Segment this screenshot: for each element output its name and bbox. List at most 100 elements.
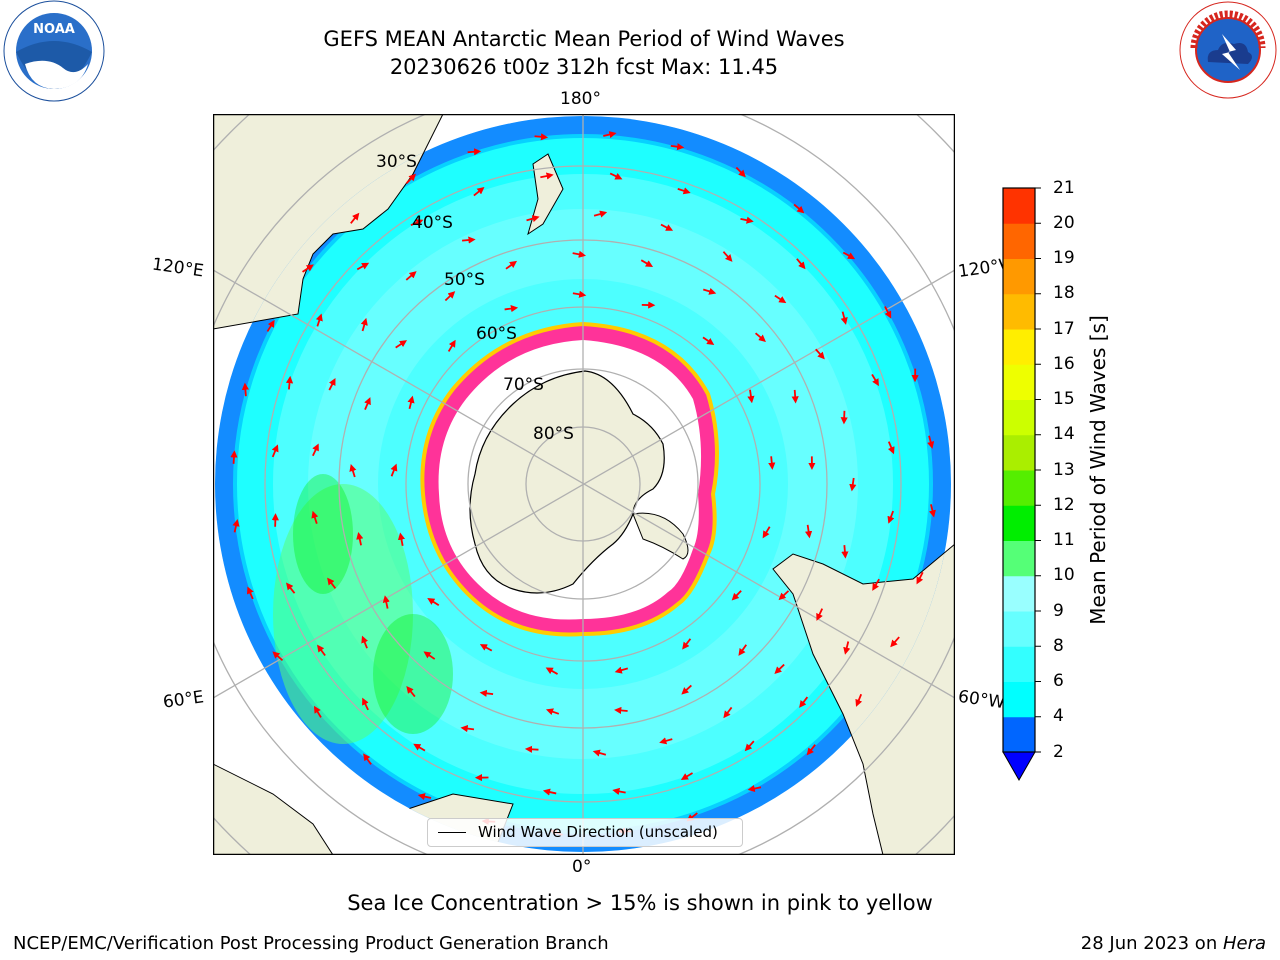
wave-direction-arrow <box>427 598 440 606</box>
wave-direction-arrow <box>406 686 416 698</box>
wave-direction-arrow <box>356 532 364 546</box>
colorbar-tick-label: 18 <box>1053 283 1075 304</box>
wave-direction-arrow <box>793 203 805 214</box>
wave-direction-arrow <box>266 319 275 332</box>
africa-land <box>213 763 334 855</box>
wave-direction-arrow <box>540 172 554 180</box>
wave-direction-arrow <box>285 375 294 390</box>
wave-direction-arrow <box>271 444 279 458</box>
wave-direction-arrow <box>843 641 851 655</box>
wave-direction-arrow <box>640 259 654 267</box>
lon-label-0: 0° <box>572 857 592 877</box>
colorbar-tick-label: 6 <box>1053 671 1064 691</box>
wave-direction-arrow <box>702 287 717 295</box>
wave-direction-arrow <box>731 590 742 601</box>
colorbar-tick-label: 2 <box>1053 741 1064 762</box>
wave-direction-arrow <box>407 395 415 410</box>
wave-direction-arrow <box>680 772 694 781</box>
wave-direction-arrow <box>312 443 319 457</box>
wave-direction-arrow <box>841 545 849 559</box>
wave-direction-arrow <box>315 313 323 327</box>
colorbar-block <box>1003 364 1035 400</box>
wave-direction-arrow <box>887 510 895 524</box>
wave-direction-arrow <box>349 464 357 478</box>
wave-direction-arrow <box>702 336 715 345</box>
colorbar-block <box>1003 223 1035 259</box>
wave-direction-arrow <box>390 463 398 477</box>
footer-machine: Hera <box>1222 933 1266 954</box>
wave-direction-arrow <box>545 708 560 716</box>
wave-direction-arrow <box>816 608 824 621</box>
colorbar-block <box>1003 505 1035 541</box>
new-zealand-land <box>527 153 564 236</box>
wave-direction-arrow <box>791 389 799 404</box>
wave-direction-arrow <box>890 636 900 648</box>
wave-direction-arrow <box>592 749 607 757</box>
lon-label-120e: 120°E <box>150 254 205 282</box>
wave-direction-arrow <box>855 693 863 707</box>
noaa-logo: NOAA <box>3 0 105 102</box>
wave-direction-arrow <box>670 143 685 151</box>
wave-direction-arrow <box>884 306 892 319</box>
wave-direction-arrow <box>505 260 518 270</box>
wave-direction-arrow <box>302 264 314 273</box>
colorbar-block <box>1003 575 1035 612</box>
footer-date: 28 Jun 2023 on Hera <box>1081 933 1266 954</box>
wave-direction-arrow <box>460 725 475 733</box>
map-legend: Wind Wave Direction (unscaled) <box>427 818 743 847</box>
wave-direction-arrow <box>462 236 476 244</box>
lon-label-180: 180° <box>560 89 601 109</box>
wave-direction-arrow <box>738 644 747 656</box>
wave-direction-arrow <box>327 577 337 589</box>
wave-direction-arrow <box>774 294 787 304</box>
colorbar-block <box>1003 716 1035 753</box>
wave-direction-arrow <box>572 290 587 298</box>
lat-label-40s: 40°S <box>412 213 453 233</box>
wave-direction-arrow <box>246 586 254 600</box>
colorbar-block <box>1003 470 1035 506</box>
lat-label-60s: 60°S <box>476 324 517 344</box>
wave-direction-arrow <box>447 339 456 352</box>
wave-direction-arrow <box>410 219 424 226</box>
wave-direction-arrow <box>542 788 557 796</box>
wave-direction-arrow <box>614 706 628 715</box>
wave-direction-arrow <box>479 689 494 697</box>
wave-direction-arrow <box>840 311 848 325</box>
colorbar-tick-label: 15 <box>1053 389 1075 409</box>
colorbar-tick-label: 20 <box>1053 212 1075 233</box>
wave-direction-arrow <box>735 166 746 178</box>
wave-direction-arrow <box>593 210 608 218</box>
colorbar-block <box>1003 611 1035 647</box>
lon-label-60w: 60°W <box>956 686 1007 714</box>
colorbar-tick-label: 14 <box>1053 424 1075 445</box>
antarctica-land <box>469 370 665 594</box>
colorbar-block <box>1003 258 1035 295</box>
wave-direction-arrow <box>682 638 692 650</box>
wave-direction-arrow <box>317 644 326 657</box>
wave-direction-arrow <box>313 705 322 718</box>
wave-direction-arrow <box>467 148 482 156</box>
wave-direction-arrow <box>677 187 691 195</box>
map-subtitle: 20230626 t00z 312h fcst Max: 11.45 <box>389 55 779 79</box>
wave-direction-arrow <box>395 340 408 349</box>
colorbar-block <box>1003 399 1035 436</box>
wave-direction-arrow <box>659 737 673 745</box>
legend-line-sample <box>438 832 466 833</box>
colorbar-block <box>1003 188 1035 224</box>
colorbar-tick-label: 19 <box>1053 248 1075 268</box>
wave-direction-arrow <box>768 456 776 470</box>
wave-direction-arrow <box>815 348 825 360</box>
wave-direction-arrow <box>364 397 371 410</box>
lat-label-70s: 70°S <box>503 375 544 395</box>
wave-direction-arrow <box>723 706 733 719</box>
lat-label-50s: 50°S <box>444 270 485 290</box>
wave-direction-arrow <box>382 595 390 609</box>
wave-direction-arrow <box>740 216 754 224</box>
wave-direction-arrow <box>916 571 924 585</box>
wave-direction-arrow <box>545 667 558 675</box>
colorbar-block <box>1003 646 1035 682</box>
wave-direction-arrow <box>362 697 369 711</box>
colorbar-tick-label: 9 <box>1053 600 1064 621</box>
wave-direction-arrow <box>612 787 626 795</box>
wave-direction-arrow <box>479 644 493 652</box>
